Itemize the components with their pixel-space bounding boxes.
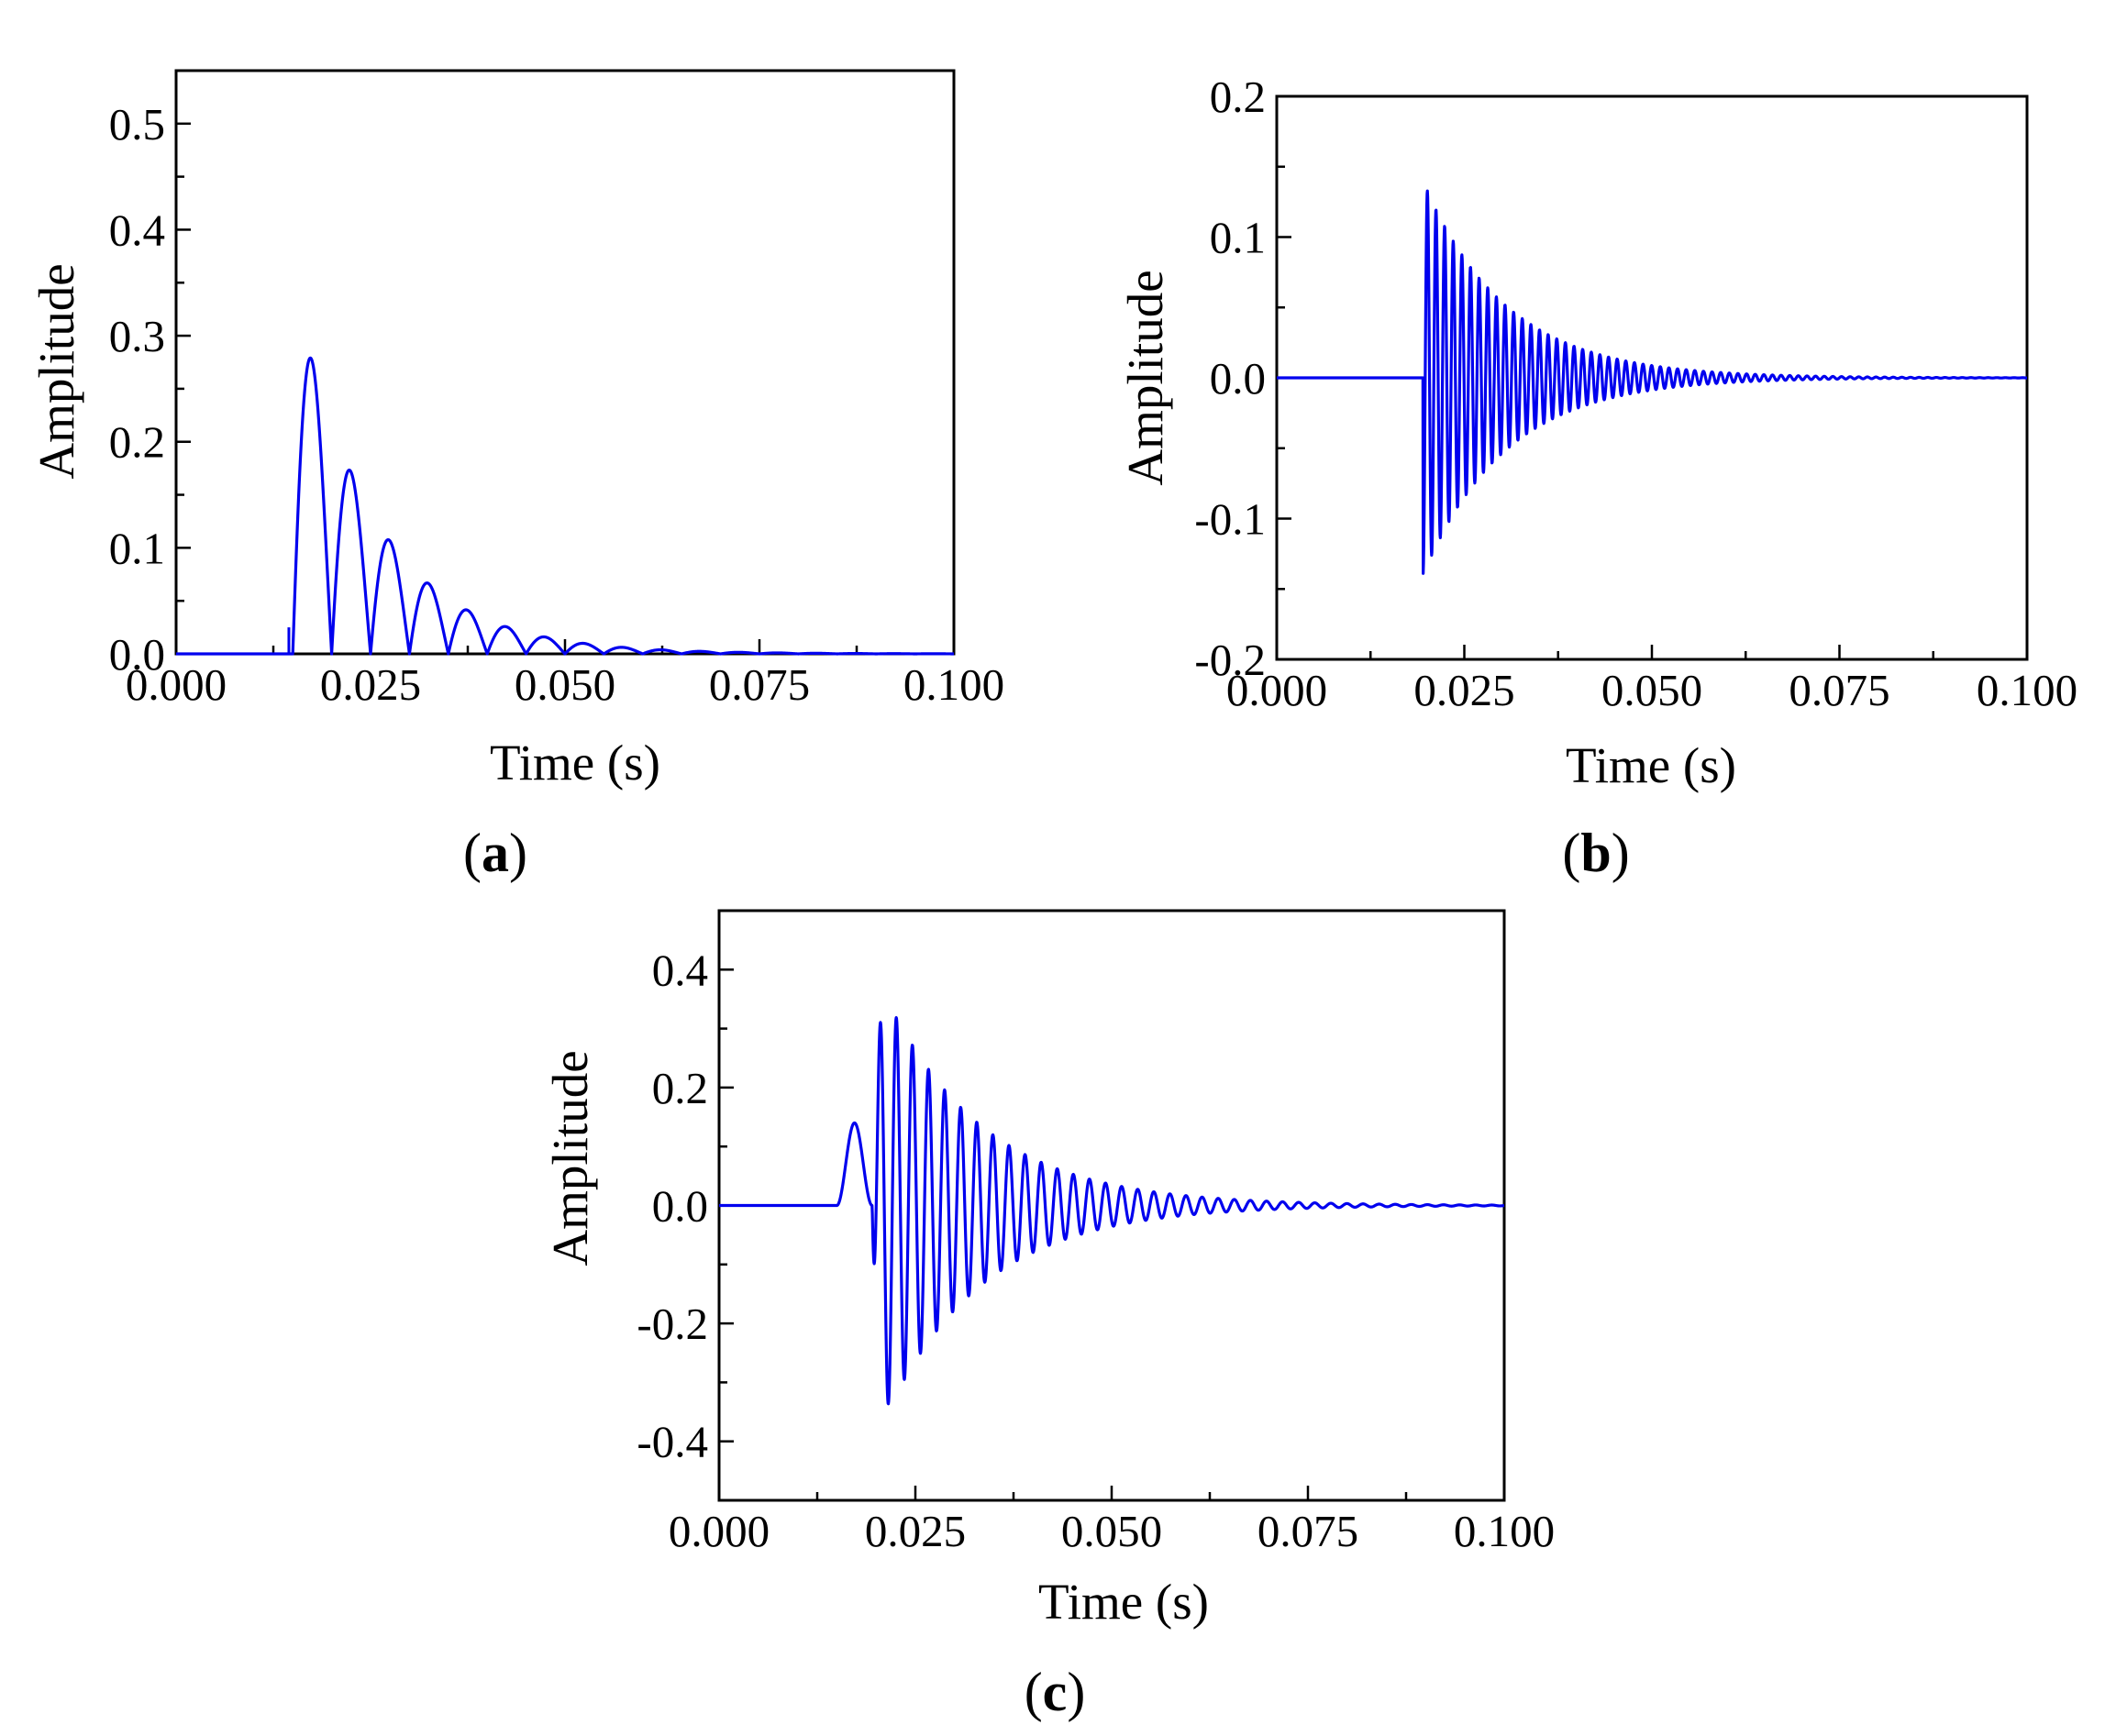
x-tick-label-a: 0.025 <box>320 659 421 710</box>
x-tick-label-c: 0.050 <box>1061 1506 1162 1556</box>
panel-label-a: (a) <box>463 823 527 883</box>
y-tick-label-b: -0.1 <box>1194 494 1266 545</box>
x-tick-label-a: 0.075 <box>709 659 810 710</box>
x-axis-title-c: Time (s) <box>1038 1574 1209 1630</box>
panel-label-c: (c) <box>1025 1662 1086 1722</box>
y-tick-label-c: 0.2 <box>652 1063 708 1113</box>
y-tick-label-c: 0.4 <box>652 945 708 995</box>
series-line-a <box>174 356 956 656</box>
panel-b: Amplitude Time (s) (b) 0.000 0.025 0.050 0.… <box>1117 72 2077 883</box>
y-tick-label-a: 0.5 <box>109 99 165 149</box>
x-tick-label-b: 0.075 <box>1789 665 1889 715</box>
x-tick-label-b: 0.050 <box>1601 665 1702 715</box>
y-tick-label-b: 0.2 <box>1210 72 1266 122</box>
panel-a: Amplitude Time (s) (a) 0.000 0.025 0.050 0.… <box>28 69 1004 883</box>
panel-label-b: (b) <box>1562 823 1629 883</box>
y-axis-title-a: Amplitude <box>28 263 84 479</box>
y-tick-label-b: 0.1 <box>1210 213 1266 263</box>
x-tick-label-c: 0.100 <box>1454 1506 1555 1556</box>
y-tick-label-b: 0.0 <box>1210 353 1266 404</box>
plot-frame-a <box>174 69 956 656</box>
x-tick-label-a: 0.000 <box>126 659 227 710</box>
x-tick-label-a: 0.050 <box>515 659 615 710</box>
y-tick-label-a: 0.0 <box>109 629 165 680</box>
y-tick-label-a: 0.3 <box>109 311 165 361</box>
x-tick-label-c: 0.025 <box>865 1506 966 1556</box>
y-tick-label-b: -0.2 <box>1194 635 1266 685</box>
x-tick-label-c: 0.000 <box>669 1506 770 1556</box>
x-tick-label-b: 0.025 <box>1413 665 1514 715</box>
y-tick-label-c: -0.2 <box>637 1299 708 1349</box>
x-tick-label-c: 0.075 <box>1257 1506 1358 1556</box>
y-axis-title-b: Amplitude <box>1117 270 1173 485</box>
y-axis-title-c: Amplitude <box>542 1050 598 1266</box>
x-axis-title-b: Time (s) <box>1566 737 1736 793</box>
x-tick-label-a: 0.100 <box>903 659 1004 710</box>
y-tick-label-a: 0.2 <box>109 417 165 468</box>
y-tick-label-c: 0.0 <box>652 1181 708 1232</box>
x-tick-label-b: 0.100 <box>1977 665 2077 715</box>
x-axis-title-a: Time (s) <box>490 735 660 791</box>
series-line-c <box>717 1015 1506 1406</box>
y-tick-label-a: 0.1 <box>109 523 165 573</box>
y-tick-label-a: 0.4 <box>109 205 165 255</box>
series-line-b <box>1275 189 2029 575</box>
x-tick-label-b: 0.000 <box>1226 665 1327 715</box>
panel-c: Amplitude Time (s) (c) 0.000 0.025 0.050 0.… <box>542 909 1555 1722</box>
y-tick-label-c: -0.4 <box>637 1417 708 1467</box>
